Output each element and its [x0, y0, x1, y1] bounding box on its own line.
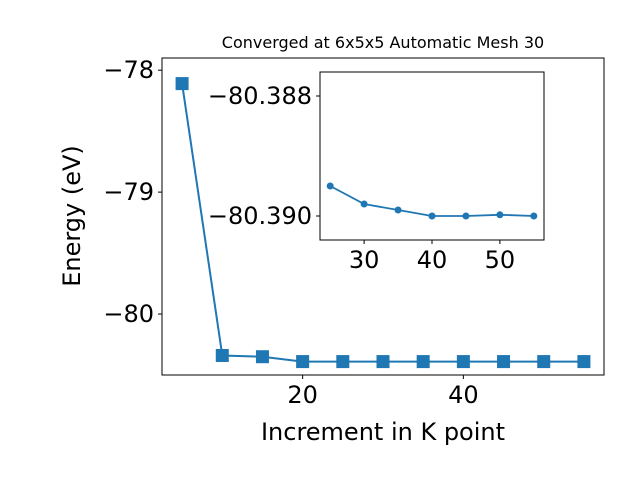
- inset-data-point: [496, 211, 504, 219]
- inset-y-tick-label: −80.388: [208, 82, 312, 110]
- main-data-point: [376, 355, 390, 369]
- y-axis-label: Energy (eV): [58, 145, 86, 287]
- main-data-point: [255, 350, 269, 364]
- main-data-point: [577, 355, 591, 369]
- inset-x-tick-label: 40: [417, 246, 448, 274]
- main-data-point: [175, 77, 189, 91]
- inset-data-point: [428, 212, 436, 220]
- inset-data-point: [394, 206, 402, 214]
- x-axis-label: Increment in K point: [261, 418, 505, 446]
- inset-plot-background: [319, 71, 545, 241]
- inset-x-tick-label: 30: [349, 246, 380, 274]
- main-y-tick-label: −79: [103, 178, 154, 206]
- inset-data-point: [462, 212, 470, 220]
- main-x-tick-label: 20: [287, 381, 318, 409]
- main-data-point: [456, 355, 470, 369]
- main-y-tick-label: −80: [103, 300, 154, 328]
- main-data-point: [336, 355, 350, 369]
- main-data-point: [416, 355, 430, 369]
- main-data-point: [215, 348, 229, 362]
- inset-x-tick-label: 50: [485, 246, 516, 274]
- main-y-tick-label: −78: [103, 56, 154, 84]
- inset-data-point: [326, 182, 334, 190]
- inset-y-tick-label: −80.390: [208, 202, 312, 230]
- inset-data-point: [360, 200, 368, 208]
- chart-title: Converged at 6x5x5 Automatic Mesh 30: [222, 33, 544, 52]
- main-plot-frame: [161, 57, 605, 376]
- main-data-point: [296, 355, 310, 369]
- inset-data-point: [530, 212, 538, 220]
- main-data-point: [537, 355, 551, 369]
- main-x-tick-label: 40: [448, 381, 479, 409]
- main-data-point: [497, 355, 511, 369]
